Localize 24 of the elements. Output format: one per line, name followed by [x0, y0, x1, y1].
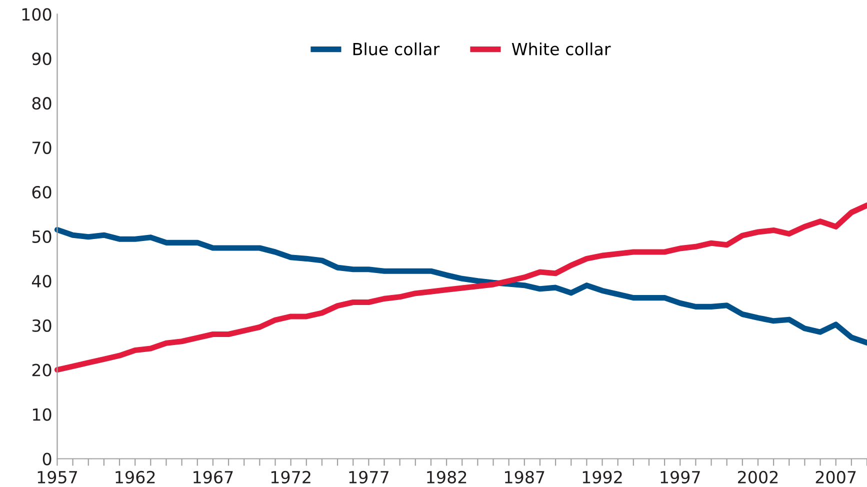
y-tick-label: 20: [32, 364, 52, 376]
y-tick-label: 50: [32, 230, 52, 244]
x-tick-label: 1997: [660, 470, 700, 484]
y-tick-label: 30: [32, 319, 52, 332]
y-tick-label: 70: [32, 141, 52, 154]
x-tick-label: 1982: [427, 470, 466, 484]
x-tick-label: 1972: [271, 470, 310, 484]
y-tick-label: 40: [32, 274, 52, 288]
y-tick-label: 60: [32, 186, 52, 199]
x-tick-label: 1957: [38, 470, 78, 484]
legend-label: Blue collar: [353, 42, 440, 56]
y-tick-label: 100: [22, 8, 52, 21]
x-tick-label: 1967: [194, 470, 233, 484]
y-tick-label: 80: [32, 97, 52, 110]
y-tick-label: 90: [32, 52, 52, 66]
x-tick-label: 2007: [816, 470, 856, 484]
x-tick-label: 2002: [738, 470, 778, 484]
x-tick-label: 1977: [349, 470, 388, 484]
x-tick-label: 1962: [116, 470, 155, 484]
y-tick-label: 0: [42, 452, 52, 466]
legend-label: White collar: [512, 42, 611, 56]
x-tick-label: 1987: [505, 470, 544, 484]
x-tick-label: 1992: [582, 470, 622, 484]
y-tick-label: 10: [32, 408, 52, 421]
